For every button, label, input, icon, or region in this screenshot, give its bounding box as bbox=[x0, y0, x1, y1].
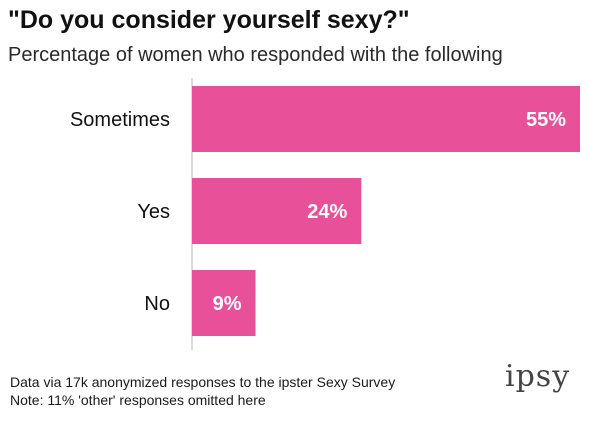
bar-sometimes bbox=[192, 86, 580, 152]
category-label-sometimes: Sometimes bbox=[70, 109, 170, 131]
footer-omitted-note: Note: 11% 'other' responses omitted here bbox=[10, 392, 266, 408]
bar-yes bbox=[192, 178, 362, 244]
bar-no bbox=[192, 270, 256, 336]
chart-subtitle: Percentage of women who responded with t… bbox=[8, 44, 503, 66]
chart-title: "Do you consider yourself sexy?" bbox=[8, 6, 410, 34]
value-label-yes: 24% bbox=[307, 201, 347, 223]
category-label-no: No bbox=[144, 293, 170, 315]
ipsy-logo: ipsy bbox=[505, 359, 571, 394]
value-label-sometimes: 55% bbox=[526, 109, 566, 131]
category-label-yes: Yes bbox=[137, 201, 170, 223]
footer-source: Data via 17k anonymized responses to the… bbox=[10, 374, 396, 390]
value-label-no: 9% bbox=[213, 293, 242, 315]
footer-note: Data via 17k anonymized responses to the… bbox=[10, 373, 395, 409]
